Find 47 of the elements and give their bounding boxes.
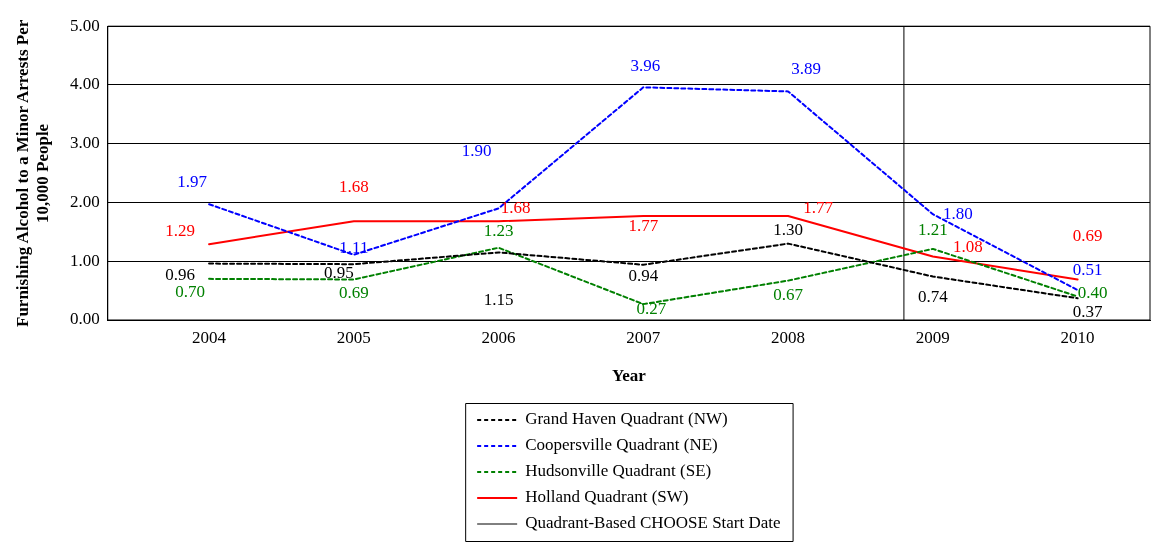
y-tick-label: 2.00 [70, 191, 100, 211]
y-tick-label: 5.00 [70, 15, 100, 35]
x-tick-label: 2010 [1060, 327, 1095, 347]
legend-label: Quadrant-Based CHOOSE Start Date [525, 513, 781, 533]
data-label: 0.69 [1072, 225, 1103, 245]
data-label: 0.96 [165, 265, 195, 285]
y-axis-title: Furnishing Alcohol to a Minor Arrests Per 10,000 People [13, 18, 53, 329]
x-axis-title: Year [611, 365, 647, 385]
data-label: 1.23 [483, 221, 514, 241]
data-label: 1.77 [628, 216, 659, 236]
y-tick-label: 3.00 [70, 133, 100, 153]
x-tick-label: 2007 [626, 327, 661, 347]
data-label: 0.94 [628, 266, 659, 286]
data-label: 0.67 [773, 285, 804, 305]
x-tick-label: 2006 [481, 327, 516, 347]
data-label: 3.89 [791, 58, 821, 78]
data-label: 0.69 [338, 282, 369, 302]
y-tick-label: 1.00 [70, 250, 100, 270]
data-label: 0.70 [175, 282, 205, 302]
data-label: 0.51 [1072, 259, 1103, 279]
data-label: 0.74 [917, 286, 949, 306]
legend-label: Hudsonville Quadrant (SE) [525, 461, 712, 481]
data-label: 1.29 [165, 220, 195, 240]
legend-label: Grand Haven Quadrant (NW) [525, 409, 728, 429]
x-tick-label: 2008 [771, 327, 806, 347]
data-label: 1.80 [942, 203, 973, 223]
legend-label: Coopersville Quadrant (NE) [525, 435, 718, 455]
data-label: 1.30 [773, 220, 803, 240]
y-tick-label: 0.00 [70, 309, 100, 329]
y-tick-label: 4.00 [70, 74, 100, 94]
legend-label: Holland Quadrant (SW) [525, 487, 689, 507]
data-label: 0.40 [1077, 282, 1108, 302]
data-label: 1.68 [500, 197, 531, 217]
data-label: 1.21 [917, 220, 948, 240]
x-tick-label: 2004 [192, 327, 227, 347]
data-label: 1.97 [177, 171, 208, 191]
x-tick-label: 2009 [915, 327, 950, 347]
data-label: 0.27 [636, 298, 667, 318]
data-label: 1.08 [952, 237, 983, 257]
data-label: 0.95 [323, 262, 354, 282]
data-label: 1.68 [338, 176, 369, 196]
x-tick-label: 2005 [336, 327, 371, 347]
data-label: 3.96 [630, 55, 661, 75]
data-label: 0.37 [1072, 301, 1103, 321]
data-label: 1.77 [803, 198, 834, 218]
data-label: 1.90 [461, 140, 492, 160]
data-label: 1.15 [483, 289, 514, 309]
